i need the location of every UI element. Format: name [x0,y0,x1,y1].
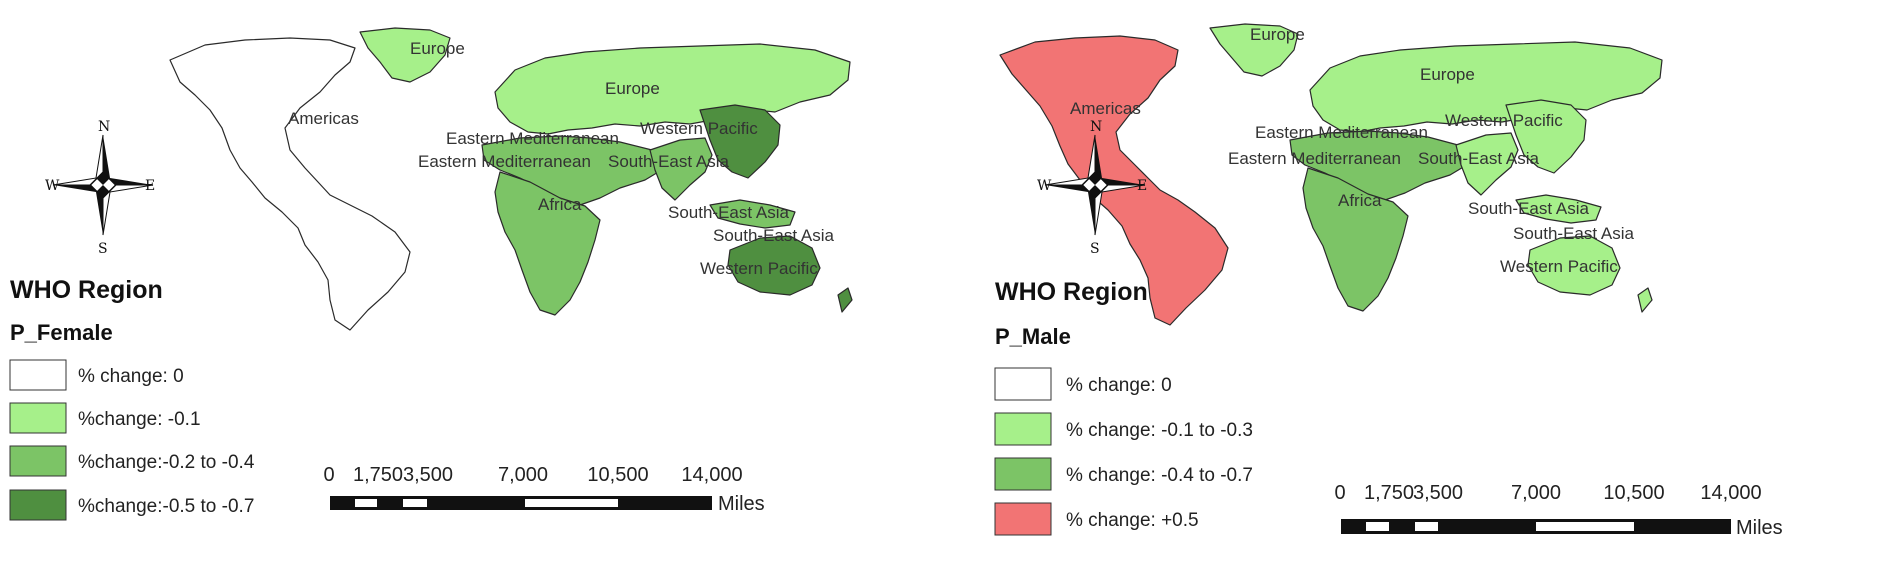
legend-swatch-1 [9,402,67,434]
eastern-mediterranean-shape [1289,130,1471,201]
legend-swatch-0 [994,367,1052,401]
label-south-east-asia-1: South-East Asia [1418,149,1540,168]
label-africa: Africa [1338,191,1382,210]
legend-field: P_Female [10,320,113,345]
legend-label-1: % change: -0.1 to -0.3 [1066,420,1253,441]
label-europe-greenland: Europe [410,39,465,58]
label-western-pacific-1: Western Pacific [640,119,758,138]
greenland-shape [359,27,451,83]
male-map-svg: Americas Europe Europe Eastern Mediterra… [994,23,1783,539]
south-east-asia-shape [649,137,713,201]
africa-shape [494,171,601,316]
scale-tick-4: 10,500 [1603,482,1664,504]
scale-tick-2: 3,500 [403,464,453,486]
scale-tick-0: 0 [1334,482,1345,504]
western-pacific-shape [1505,99,1587,174]
label-eastern-med-2: Eastern Mediterranean [1228,149,1401,168]
label-europe-greenland: Europe [1250,25,1305,44]
scale-tick-1: 1,750 [1364,482,1414,504]
label-south-east-asia-3: South-East Asia [1513,224,1635,243]
label-europe: Europe [605,79,660,98]
scale-unit: Miles [718,493,765,515]
compass-s: S [1090,241,1100,257]
compass-icon: N S E W [45,119,155,257]
western-pacific-shape [699,104,781,179]
compass-n: N [1090,119,1102,135]
islands-shape [709,199,796,229]
legend-swatch-0 [9,359,67,391]
scale-unit: Miles [1736,517,1783,539]
legend-swatch-1 [994,412,1052,446]
compass-s: S [98,241,108,257]
legend-swatch-3 [994,502,1052,536]
australia-shape [727,235,821,296]
male-map-panel: Americas Europe Europe Eastern Mediterra… [990,0,1902,562]
legend-swatch-2 [994,457,1052,491]
new-zealand-shape [1637,287,1653,313]
islands-shape [1515,194,1602,224]
label-western-pacific-2: Western Pacific [1500,257,1618,276]
legend-label-0: % change: 0 [1066,375,1172,396]
legend-label-3: %change:-0.5 to -0.7 [78,496,254,517]
legend-label-1: %change: -0.1 [78,409,201,430]
compass-w: W [45,178,60,194]
legend-title: WHO Region [995,278,1148,306]
scale-tick-0: 0 [323,464,334,486]
legend-swatch-2 [9,445,67,477]
africa-shape [1302,167,1409,312]
compass-n: N [98,119,110,135]
americas-shape [169,37,411,331]
legend-label-0: % change: 0 [78,366,184,387]
scale-tick-1: 1,750 [353,464,403,486]
legend-swatch-3 [9,489,67,521]
label-eastern-med-1: Eastern Mediterranean [446,129,619,148]
legend-label-3: % change: +0.5 [1066,510,1199,531]
new-zealand-shape [837,287,853,313]
scale-tick-2: 3,500 [1413,482,1463,504]
compass-e: E [145,178,155,194]
eastern-mediterranean-shape [481,135,666,206]
legend-label-2: % change: -0.4 to -0.7 [1066,465,1253,486]
south-east-asia-shape [1455,132,1519,196]
scale-tick-3: 7,000 [1511,482,1561,504]
greenland-shape [1209,23,1299,77]
scale-tick-4: 10,500 [587,464,648,486]
label-south-east-asia-3: South-East Asia [713,226,835,245]
label-western-pacific-1: Western Pacific [1445,111,1563,130]
legend-title: WHO Region [10,276,163,304]
label-eastern-med-2: Eastern Mediterranean [418,152,591,171]
label-south-east-asia-1: South-East Asia [608,152,730,171]
scale-tick-5: 14,000 [681,464,742,486]
label-eastern-med-1: Eastern Mediterranean [1255,123,1428,142]
label-europe: Europe [1420,65,1475,84]
female-map-panel: Americas Europe Europe Eastern Mediterra… [0,0,950,562]
compass-w: W [1037,178,1052,194]
label-americas: Americas [288,109,359,128]
australia-shape [1527,235,1621,296]
scale-bar: 0 1,750 3,500 7,000 10,500 14,000 Miles [1334,482,1782,539]
scale-tick-3: 7,000 [498,464,548,486]
scale-bar: 0 1,750 3,500 7,000 10,500 14,000 Miles [323,464,764,515]
compass-e: E [1137,178,1147,194]
label-americas: Americas [1070,99,1141,118]
legend-field: P_Male [995,324,1071,349]
legend-label-2: %change:-0.2 to -0.4 [78,452,255,473]
label-africa: Africa [538,195,582,214]
scale-tick-5: 14,000 [1700,482,1761,504]
label-western-pacific-2: Western Pacific [700,259,818,278]
label-south-east-asia-2: South-East Asia [668,203,790,222]
compass-icon: N S E W [1037,119,1147,257]
female-map-svg: Americas Europe Europe Eastern Mediterra… [9,27,853,521]
label-south-east-asia-2: South-East Asia [1468,199,1590,218]
